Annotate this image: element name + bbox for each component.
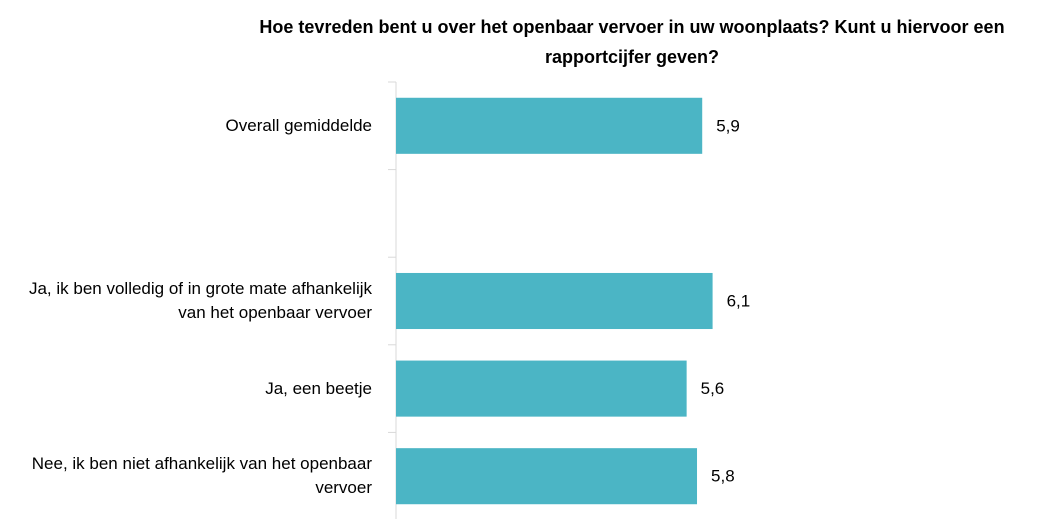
- category-label: Ja, een beetje: [265, 378, 372, 398]
- bar: [396, 272, 713, 330]
- value-label: 5,6: [701, 379, 725, 398]
- category-label: Overall gemiddelde: [225, 115, 372, 135]
- category-label: Ja, ik ben volledig of in grote mate afh…: [28, 279, 372, 322]
- bar: [396, 360, 687, 417]
- value-label: 5,8: [711, 467, 735, 486]
- value-label: 5,9: [716, 116, 740, 135]
- value-label: 6,1: [727, 291, 751, 310]
- bar: [396, 448, 698, 505]
- category-label: Nee, ik ben niet afhankelijk van het ope…: [31, 454, 372, 498]
- chart-title: Hoe tevreden bent u over het openbaar ve…: [259, 17, 1005, 67]
- bar: [396, 97, 703, 154]
